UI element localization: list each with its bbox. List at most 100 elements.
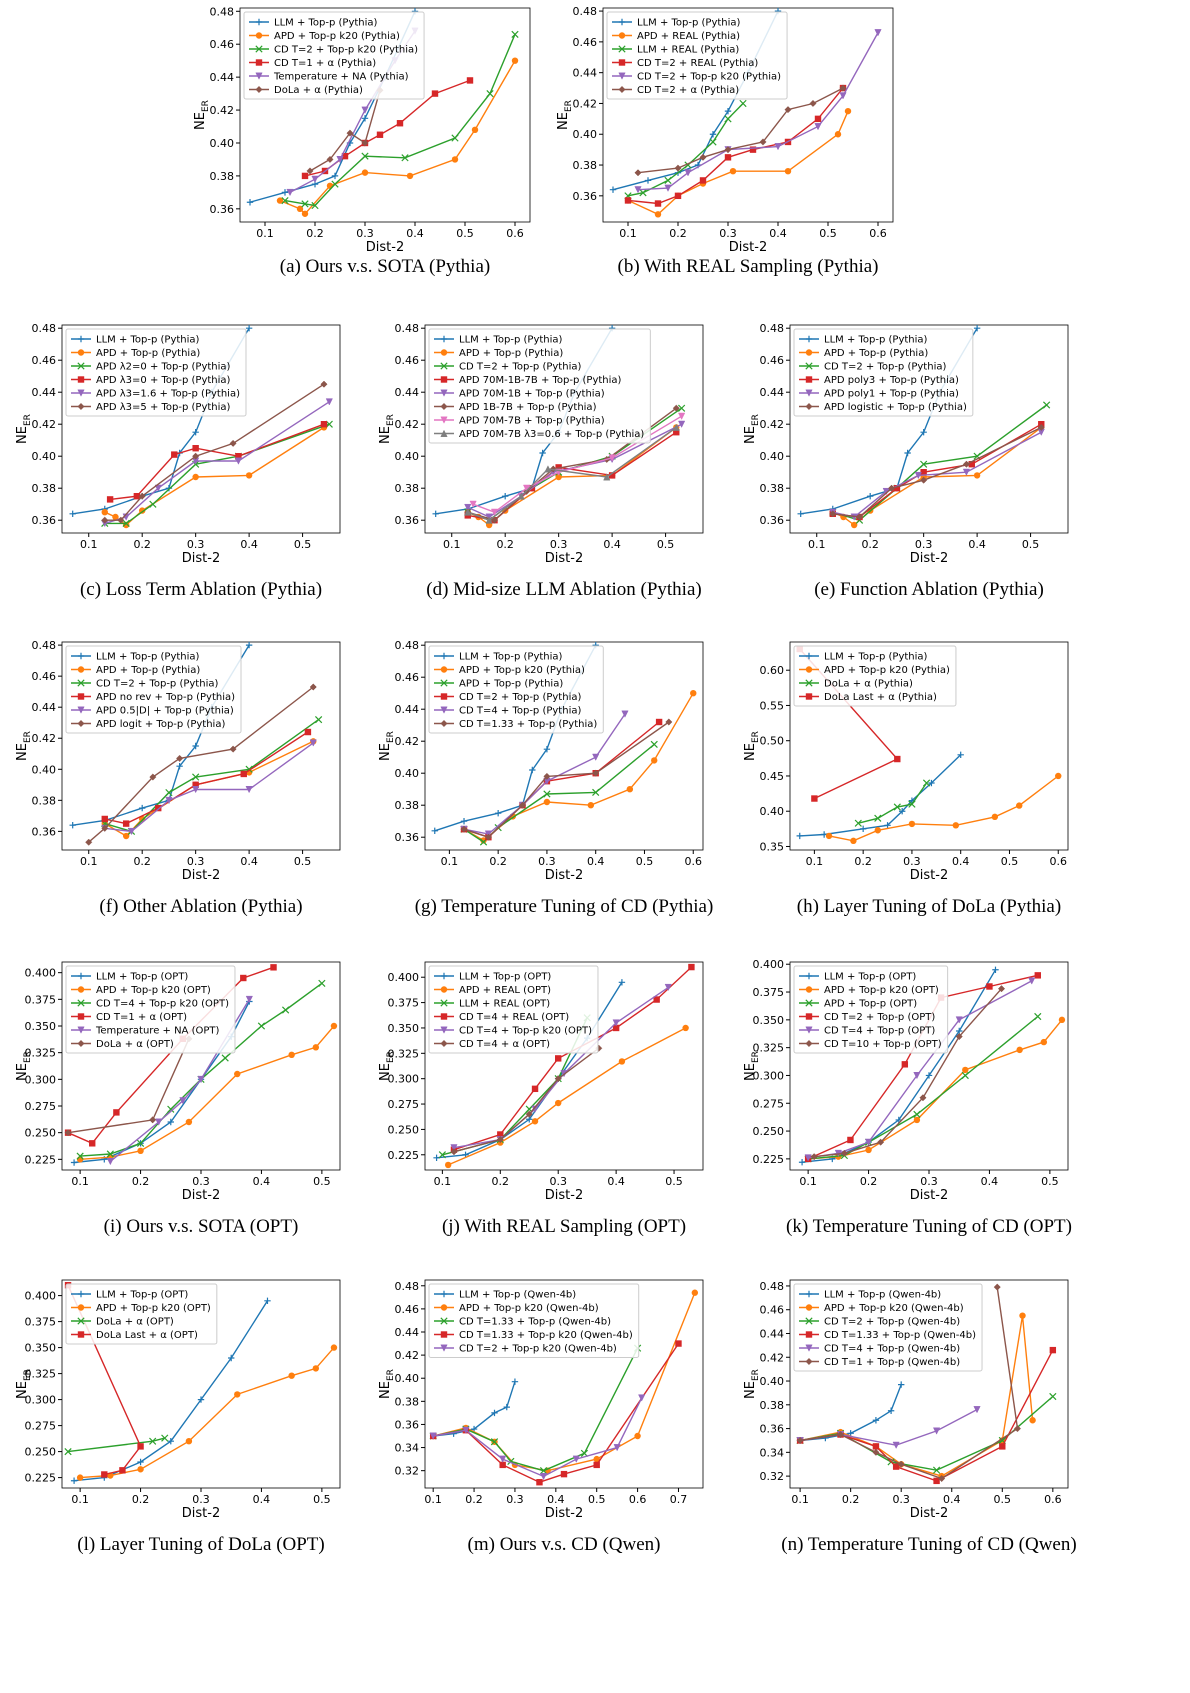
legend-frame — [65, 328, 247, 417]
marker — [440, 429, 448, 437]
caption: (m) Ours v.s. CD (Qwen) — [468, 1534, 661, 1555]
marker — [246, 199, 254, 206]
marker — [618, 45, 626, 53]
x-tick-label: 0.4 — [240, 855, 258, 868]
marker — [894, 755, 901, 763]
marker — [901, 1061, 909, 1068]
x-tick-label: 0.3 — [187, 538, 205, 551]
marker — [480, 837, 487, 844]
y-tick-label: 0.40 — [760, 1375, 785, 1388]
marker — [892, 1441, 900, 1449]
y-tick-label: 0.46 — [395, 1303, 420, 1316]
legend-frame — [428, 645, 604, 734]
marker — [549, 465, 557, 473]
y-tick-label: 0.42 — [210, 104, 235, 117]
legend-label: CD T=4 + Top-p k20 (OPT) — [459, 1026, 592, 1037]
marker — [77, 349, 85, 356]
x-tick-label: 0.6 — [1044, 1493, 1062, 1506]
y-axis-label-sub: ER — [751, 414, 761, 426]
marker — [77, 972, 85, 980]
marker — [618, 72, 626, 80]
series-line — [104, 719, 320, 833]
marker — [361, 139, 369, 147]
marker — [77, 719, 85, 728]
caption: (n) Temperature Tuning of CD (Qwen) — [781, 1534, 1076, 1555]
marker — [968, 461, 975, 468]
series-line — [627, 110, 849, 216]
y-axis-label: NEER — [378, 1369, 396, 1399]
marker — [539, 449, 546, 457]
marker — [603, 473, 611, 481]
marker — [543, 746, 551, 753]
y-tick-label: 0.400 — [25, 967, 57, 980]
y-axis-label-main: NE — [15, 1381, 30, 1399]
y-tick-label: 0.48 — [760, 1280, 785, 1293]
marker — [1013, 1425, 1022, 1433]
marker — [149, 773, 157, 781]
marker — [490, 1438, 499, 1446]
legend: LLM + Top-p (Pythia) APD + Top-p k20 (Pyt… — [428, 645, 604, 734]
marker — [555, 1055, 562, 1062]
y-axis-label-sub: ER — [564, 100, 574, 112]
y-tick-label: 0.34 — [395, 1442, 420, 1455]
marker — [932, 1427, 941, 1435]
y-axis-label-main: NE — [743, 1381, 758, 1399]
marker — [165, 485, 173, 492]
marker — [288, 1372, 295, 1379]
legend-frame — [606, 11, 788, 100]
x-tick-label: 0.3 — [903, 855, 921, 868]
x-tick-label: 0.4 — [943, 1493, 961, 1506]
marker — [784, 167, 792, 175]
marker — [560, 1470, 568, 1478]
legend-label: LLM + Top-p (OPT) — [96, 972, 188, 983]
y-axis-label: NEER — [743, 1369, 761, 1399]
series-line — [447, 1027, 686, 1166]
marker — [952, 822, 960, 829]
marker — [543, 798, 551, 806]
marker — [672, 404, 680, 412]
marker — [255, 32, 263, 39]
y-axis-label-main: NE — [193, 112, 208, 130]
x-tick-label: 0.3 — [506, 1493, 524, 1506]
y-axis-label: NEER — [15, 1051, 33, 1081]
y-axis-label-sub: ER — [386, 1051, 396, 1063]
legend-label: LLM + REAL (OPT) — [459, 999, 550, 1010]
legend-label: LLM + Top-p (Qwen-4b) — [459, 1290, 576, 1301]
y-axis-label-main: NE — [15, 1063, 30, 1081]
x-tick-label: 0.4 — [968, 538, 986, 551]
marker — [286, 188, 294, 197]
legend-label: CD T=1 + α (Pythia) — [274, 58, 376, 69]
marker — [525, 1110, 533, 1118]
legend-label: CD T=2 + Top-p k20 (Pythia) — [637, 72, 781, 83]
legend: LLM + Top-p (Qwen-4b) APD + Top-p k20 (Qw… — [793, 1283, 983, 1372]
x-axis-label: Dist-2 — [545, 1506, 583, 1521]
y-tick-label: 0.46 — [210, 38, 235, 51]
marker — [431, 90, 439, 97]
marker — [192, 473, 199, 481]
y-tick-label: 0.38 — [760, 1399, 785, 1412]
y-tick-label: 0.44 — [395, 386, 420, 399]
marker — [805, 1357, 813, 1366]
marker — [511, 57, 519, 64]
y-axis-label: NEER — [15, 1369, 33, 1399]
legend-label: APD + REAL (Pythia) — [637, 31, 740, 42]
marker — [106, 496, 114, 503]
y-tick-label: 0.275 — [25, 1100, 57, 1113]
x-axis-label: Dist-2 — [545, 551, 583, 566]
marker — [893, 803, 901, 811]
legend-frame — [65, 1283, 218, 1345]
chart-panel: 0.36 0.38 0.40 0.42 0.44 0.46 0.48 0.1 0.2 0.3 0.4… — [556, 5, 894, 277]
y-axis-label-main: NE — [743, 743, 758, 761]
legend-frame — [793, 1283, 983, 1372]
marker — [77, 652, 85, 660]
marker — [839, 84, 847, 92]
x-tick-label: 0.1 — [434, 1175, 452, 1188]
marker — [234, 457, 243, 465]
marker — [932, 1466, 941, 1474]
legend-label: CD T=2 + α (Pythia) — [637, 85, 739, 96]
y-tick-label: 0.40 — [32, 450, 57, 463]
legend-label: APD + Top-p k20 (Pythia) — [274, 31, 400, 42]
marker — [613, 1444, 621, 1452]
y-axis-label-sub: ER — [751, 1369, 761, 1381]
y-tick-label: 0.44 — [32, 386, 57, 399]
